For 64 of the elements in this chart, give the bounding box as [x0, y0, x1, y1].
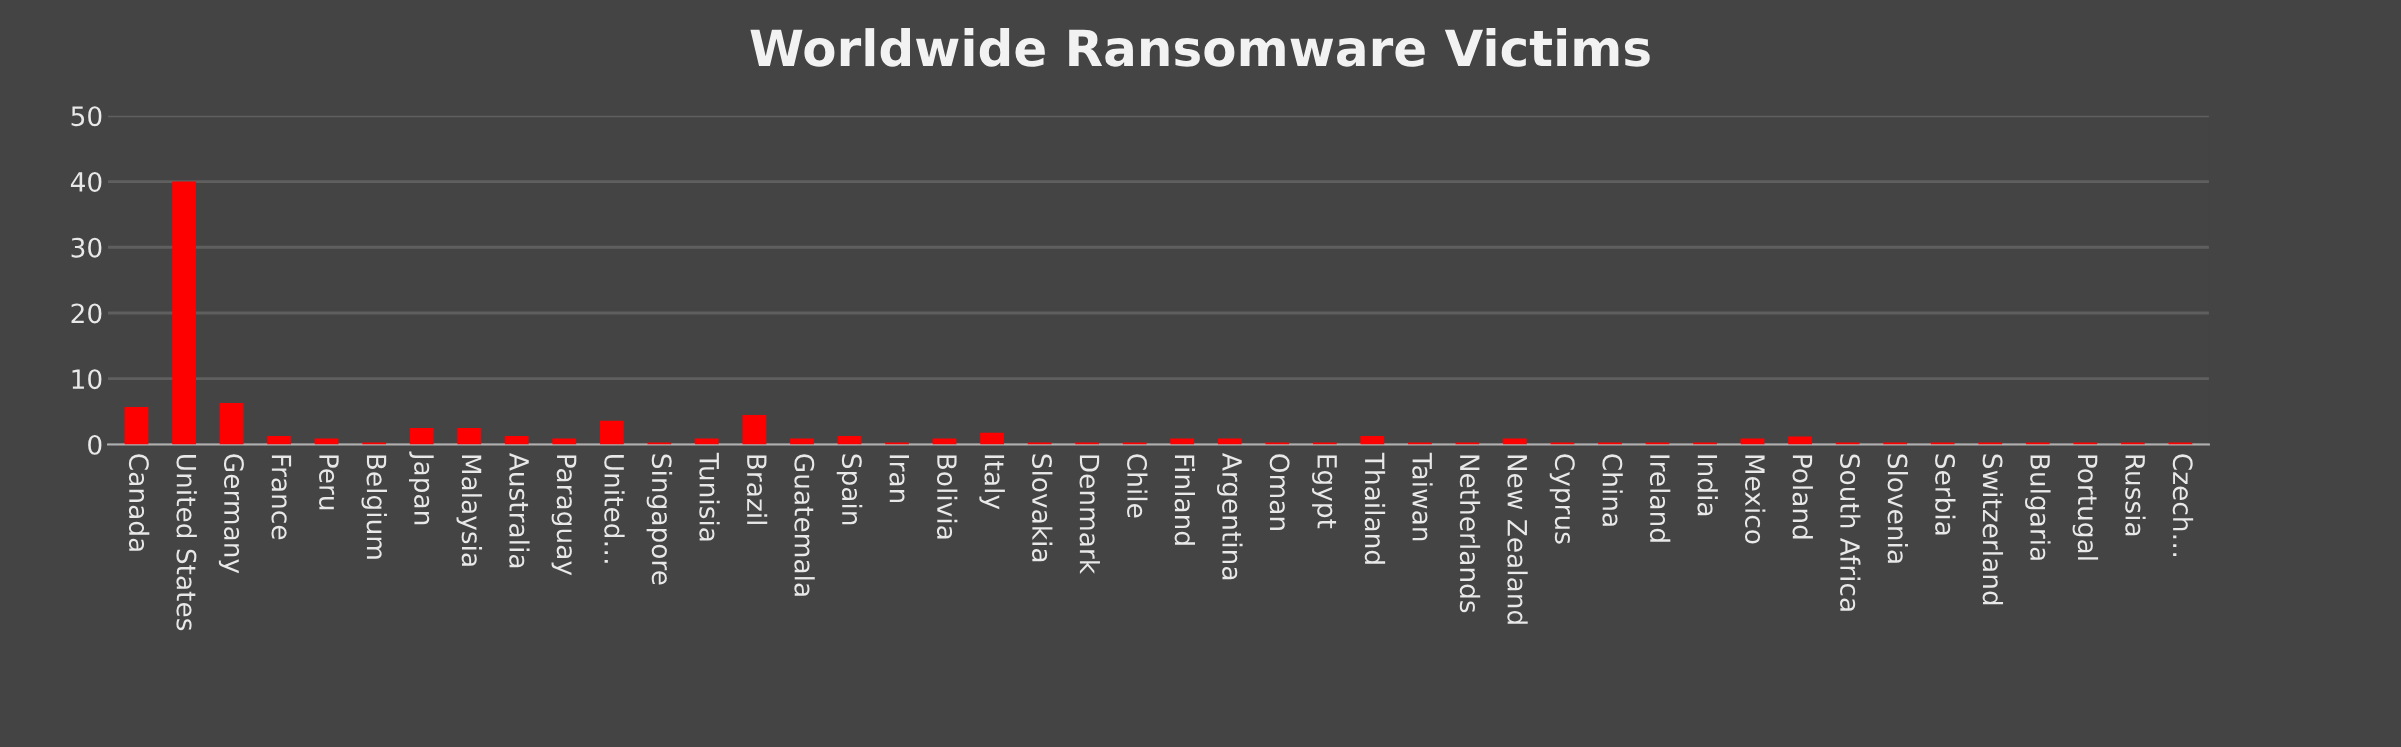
x-tick-label: Switzerland [1982, 454, 2004, 605]
x-tick-label: Russia [2125, 455, 2146, 536]
bar [599, 420, 624, 445]
x-tick-label: Paraguay [551, 455, 577, 576]
x-tick-label: New Zealand [1507, 455, 1528, 624]
bar [267, 435, 292, 445]
x-tick-label: Finland [1174, 455, 1196, 545]
x-tick-label: Chile [1127, 454, 1148, 518]
x-tick-label: Egypt [1312, 455, 1337, 529]
x-tick-label: China [1602, 454, 1623, 526]
bar [457, 428, 482, 445]
x-tick-label: Brazil [746, 455, 768, 524]
x-tick-label: Japan [408, 451, 434, 525]
x-tick-label: Cyprus [1549, 454, 1575, 544]
bar [504, 435, 529, 445]
x-tick-label: Oman [1269, 454, 1290, 530]
bar [742, 414, 767, 445]
x-tick-label: Italy [979, 455, 1005, 510]
y-tick-label: 30 [71, 237, 102, 258]
x-tick-label: Czech… [2172, 454, 2194, 556]
x-tick-label: Iran [889, 455, 910, 503]
x-tick-label: Tunisia [699, 452, 720, 541]
chart-title: Worldwide Ransomware Victims [750, 28, 1650, 67]
x-tick-label: Argentina [1217, 453, 1243, 580]
bar [172, 181, 196, 445]
bar [980, 432, 1005, 445]
x-tick-label: India [1697, 455, 1718, 516]
x-tick-label: Serbia [1935, 454, 1956, 535]
bar [124, 407, 149, 445]
x-tick-label: Belgium [361, 455, 387, 559]
x-tick-label: Mexico [1744, 455, 1766, 544]
x-tick-label: Malaysia [456, 455, 483, 566]
x-tick-label: Portugal [2072, 455, 2099, 560]
x-tick-label: Taiwan [1412, 452, 1433, 541]
bar [1788, 436, 1813, 445]
x-tick-label: Peru [319, 455, 339, 510]
x-tick-label: United… [604, 455, 625, 563]
y-tick-label: 0 [88, 434, 102, 455]
x-tick-label: Australia [509, 453, 530, 568]
x-tick-label: Guatemala [794, 454, 815, 596]
bar [837, 435, 862, 445]
x-tick-label: Netherlands [1459, 455, 1481, 613]
bar [219, 403, 244, 445]
x-tick-label: Ireland [1649, 455, 1671, 542]
x-tick-label: United States [176, 455, 197, 631]
x-tick-label: Singapore [646, 454, 673, 585]
x-tick-label: Slovakia [1032, 454, 1053, 562]
y-tick-label: 20 [71, 303, 102, 324]
x-tick-label: Germany [218, 454, 244, 574]
x-tick-label: Bulgaria [2025, 455, 2051, 560]
x-tick-label: Canada [128, 454, 150, 551]
y-tick-label: 40 [70, 171, 102, 192]
x-tick-label: Thailand [1364, 452, 1386, 564]
x-tick-label: Spain [836, 454, 863, 525]
y-tick-label: 50 [71, 106, 102, 127]
x-tick-label: France [271, 455, 292, 540]
y-tick-label: 10 [72, 369, 102, 390]
x-tick-label: Bolivia [936, 455, 958, 539]
x-tick-label: Poland [1792, 455, 1813, 539]
x-tick-label: Slovenia [1887, 454, 1908, 563]
x-tick-label: Denmark [1079, 455, 1100, 575]
bar [409, 428, 434, 445]
x-tick-label: South Africa [1840, 454, 1861, 611]
bar [1360, 435, 1385, 445]
